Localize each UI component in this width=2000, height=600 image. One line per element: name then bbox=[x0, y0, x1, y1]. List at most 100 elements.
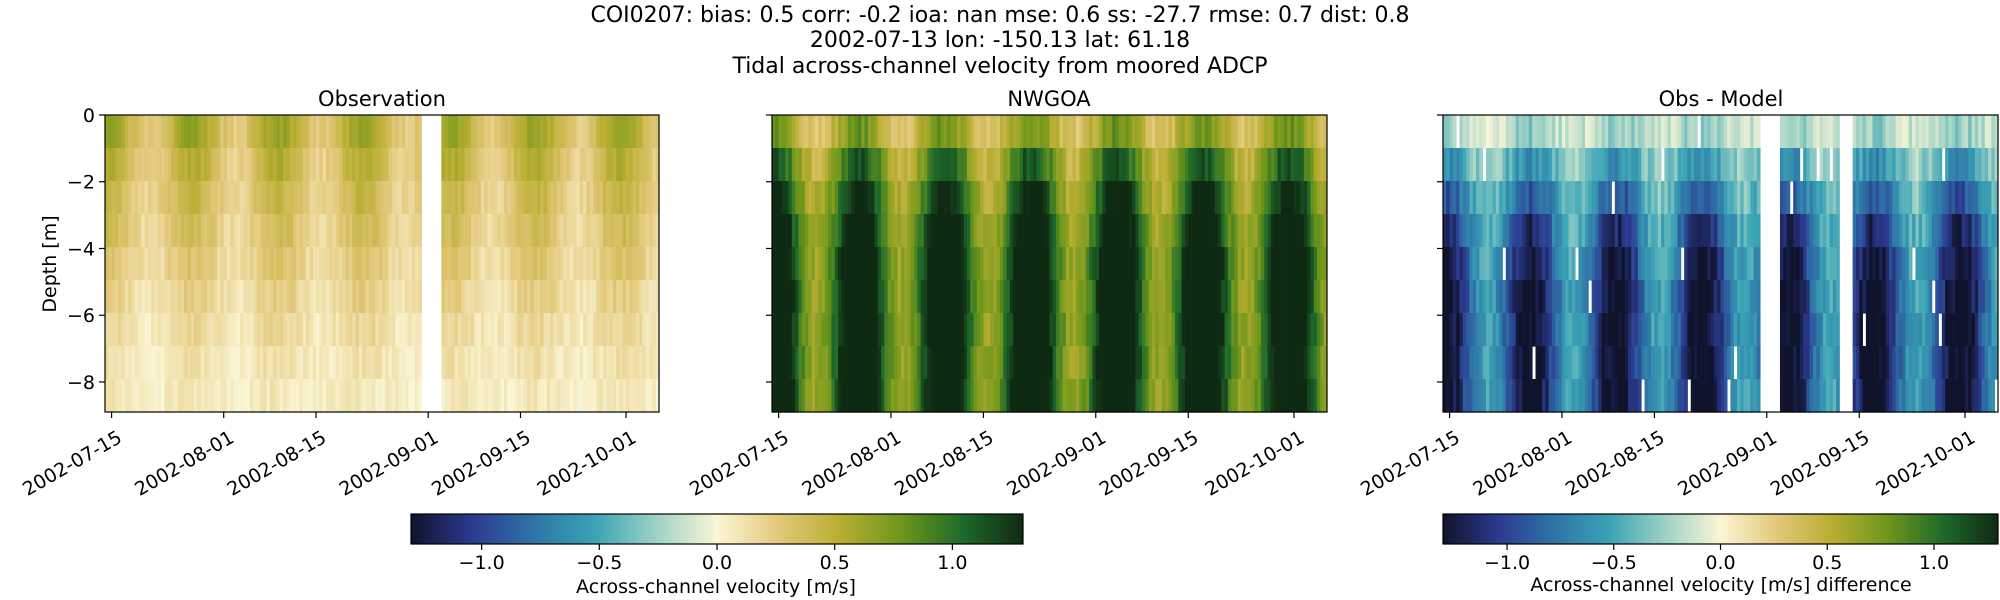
heatmap-cell bbox=[1472, 214, 1477, 248]
heatmap-cell bbox=[540, 247, 544, 281]
heatmap-cell bbox=[1710, 181, 1715, 215]
heatmap-cell bbox=[1264, 247, 1268, 281]
heatmap-cell bbox=[319, 214, 324, 248]
heatmap-cell bbox=[504, 346, 508, 380]
heatmap-cell bbox=[1634, 379, 1639, 413]
heatmap-cell bbox=[1558, 148, 1563, 182]
heatmap-cell bbox=[821, 115, 826, 149]
heatmap-cell bbox=[187, 313, 192, 347]
heatmap-cell bbox=[256, 115, 261, 149]
heatmap-cell bbox=[1102, 148, 1107, 182]
heatmap-cell bbox=[1958, 247, 1963, 281]
heatmap-cell bbox=[312, 148, 317, 182]
heatmap-cell bbox=[1449, 379, 1454, 413]
heatmap-cell bbox=[1601, 313, 1606, 347]
heatmap-cell bbox=[811, 280, 816, 314]
heatmap-cell bbox=[943, 313, 948, 347]
heatmap-cell bbox=[1201, 214, 1206, 248]
heatmap-cell bbox=[1644, 346, 1649, 380]
heatmap-cell bbox=[1479, 313, 1484, 347]
heatmap-cell bbox=[1317, 148, 1321, 182]
heatmap-cell bbox=[335, 379, 340, 413]
heatmap-cell bbox=[124, 247, 129, 281]
heatmap-cell bbox=[520, 115, 525, 149]
heatmap-cell bbox=[147, 379, 152, 413]
heatmap-cell bbox=[273, 379, 277, 413]
heatmap-cell bbox=[180, 148, 185, 182]
heatmap-cell bbox=[1284, 115, 1288, 149]
heatmap-cell bbox=[1654, 346, 1659, 380]
heatmap-cell bbox=[144, 313, 149, 347]
heatmap-cell bbox=[1670, 379, 1675, 413]
heatmap-cell bbox=[1756, 379, 1761, 413]
heatmap-cell bbox=[950, 247, 955, 281]
heatmap-cell bbox=[569, 214, 574, 248]
heatmap-cell bbox=[1869, 148, 1873, 182]
heatmap-cell bbox=[1548, 313, 1553, 347]
heatmap-cell bbox=[1512, 313, 1517, 347]
heatmap-cell bbox=[1466, 313, 1470, 347]
heatmap-cell bbox=[1029, 379, 1034, 413]
heatmap-cell bbox=[1284, 214, 1288, 248]
heatmap-cell bbox=[299, 379, 304, 413]
heatmap-cell bbox=[1105, 379, 1110, 413]
heatmap-cell bbox=[1158, 346, 1163, 380]
heatmap-cell bbox=[536, 346, 541, 380]
heatmap-cell bbox=[1961, 379, 1966, 413]
heatmap-cell bbox=[1535, 247, 1540, 281]
heatmap-cell bbox=[1611, 280, 1616, 314]
heatmap-cell bbox=[1075, 280, 1080, 314]
heatmap-cell bbox=[937, 313, 941, 347]
heatmap-cell bbox=[973, 313, 978, 347]
heatmap-cell bbox=[1492, 247, 1497, 281]
heatmap-cell bbox=[1198, 181, 1202, 215]
heatmap-cell bbox=[1151, 346, 1156, 380]
heatmap-cell bbox=[194, 346, 198, 380]
heatmap-cell bbox=[1515, 247, 1520, 281]
heatmap-cell bbox=[904, 280, 908, 314]
heatmap-cell bbox=[1066, 115, 1070, 149]
heatmap-cell bbox=[1102, 214, 1107, 248]
heatmap-cell bbox=[1753, 115, 1758, 149]
heatmap-cell bbox=[1591, 214, 1596, 248]
heatmap-cell bbox=[1806, 115, 1811, 149]
heatmap-cell bbox=[137, 148, 142, 182]
heatmap-cell bbox=[1822, 379, 1827, 413]
heatmap-cell bbox=[1720, 247, 1725, 281]
heatmap-cell bbox=[576, 148, 581, 182]
y-tick-label: −8 bbox=[67, 372, 95, 394]
heatmap-cell bbox=[963, 280, 968, 314]
heatmap-cell bbox=[639, 148, 643, 182]
heatmap-cell bbox=[1981, 379, 1986, 413]
heatmap-cell bbox=[362, 148, 366, 182]
heatmap-cell bbox=[857, 280, 862, 314]
heatmap-cell bbox=[1746, 313, 1751, 347]
heatmap-cell bbox=[867, 181, 872, 215]
heatmap-cell bbox=[1674, 346, 1678, 380]
heatmap-cell bbox=[1964, 313, 1969, 347]
heatmap-cell bbox=[1707, 214, 1711, 248]
heatmap-cell bbox=[1624, 313, 1629, 347]
heatmap-cell bbox=[1128, 346, 1133, 380]
heatmap-cell bbox=[1581, 313, 1586, 347]
heatmap-cell bbox=[904, 214, 908, 248]
heatmap-cell bbox=[1303, 379, 1308, 413]
heatmap-cell bbox=[1122, 115, 1126, 149]
heatmap-cell bbox=[325, 280, 330, 314]
heatmap-cell bbox=[1687, 115, 1692, 149]
heatmap-cell bbox=[1594, 313, 1599, 347]
heatmap-cell bbox=[1637, 214, 1642, 248]
heatmap-cell bbox=[632, 214, 637, 248]
heatmap-cell bbox=[411, 346, 416, 380]
heatmap-cell bbox=[316, 280, 320, 314]
heatmap-cell bbox=[1509, 379, 1513, 413]
heatmap-cell bbox=[1621, 280, 1626, 314]
heatmap-cell bbox=[1089, 115, 1093, 149]
heatmap-cell bbox=[457, 247, 462, 281]
heatmap-cell bbox=[980, 214, 984, 248]
heatmap-cell bbox=[497, 148, 502, 182]
heatmap-cell bbox=[1277, 280, 1282, 314]
heatmap-cell bbox=[1446, 247, 1450, 281]
heatmap-cell bbox=[980, 115, 984, 149]
heatmap-cell bbox=[289, 115, 294, 149]
